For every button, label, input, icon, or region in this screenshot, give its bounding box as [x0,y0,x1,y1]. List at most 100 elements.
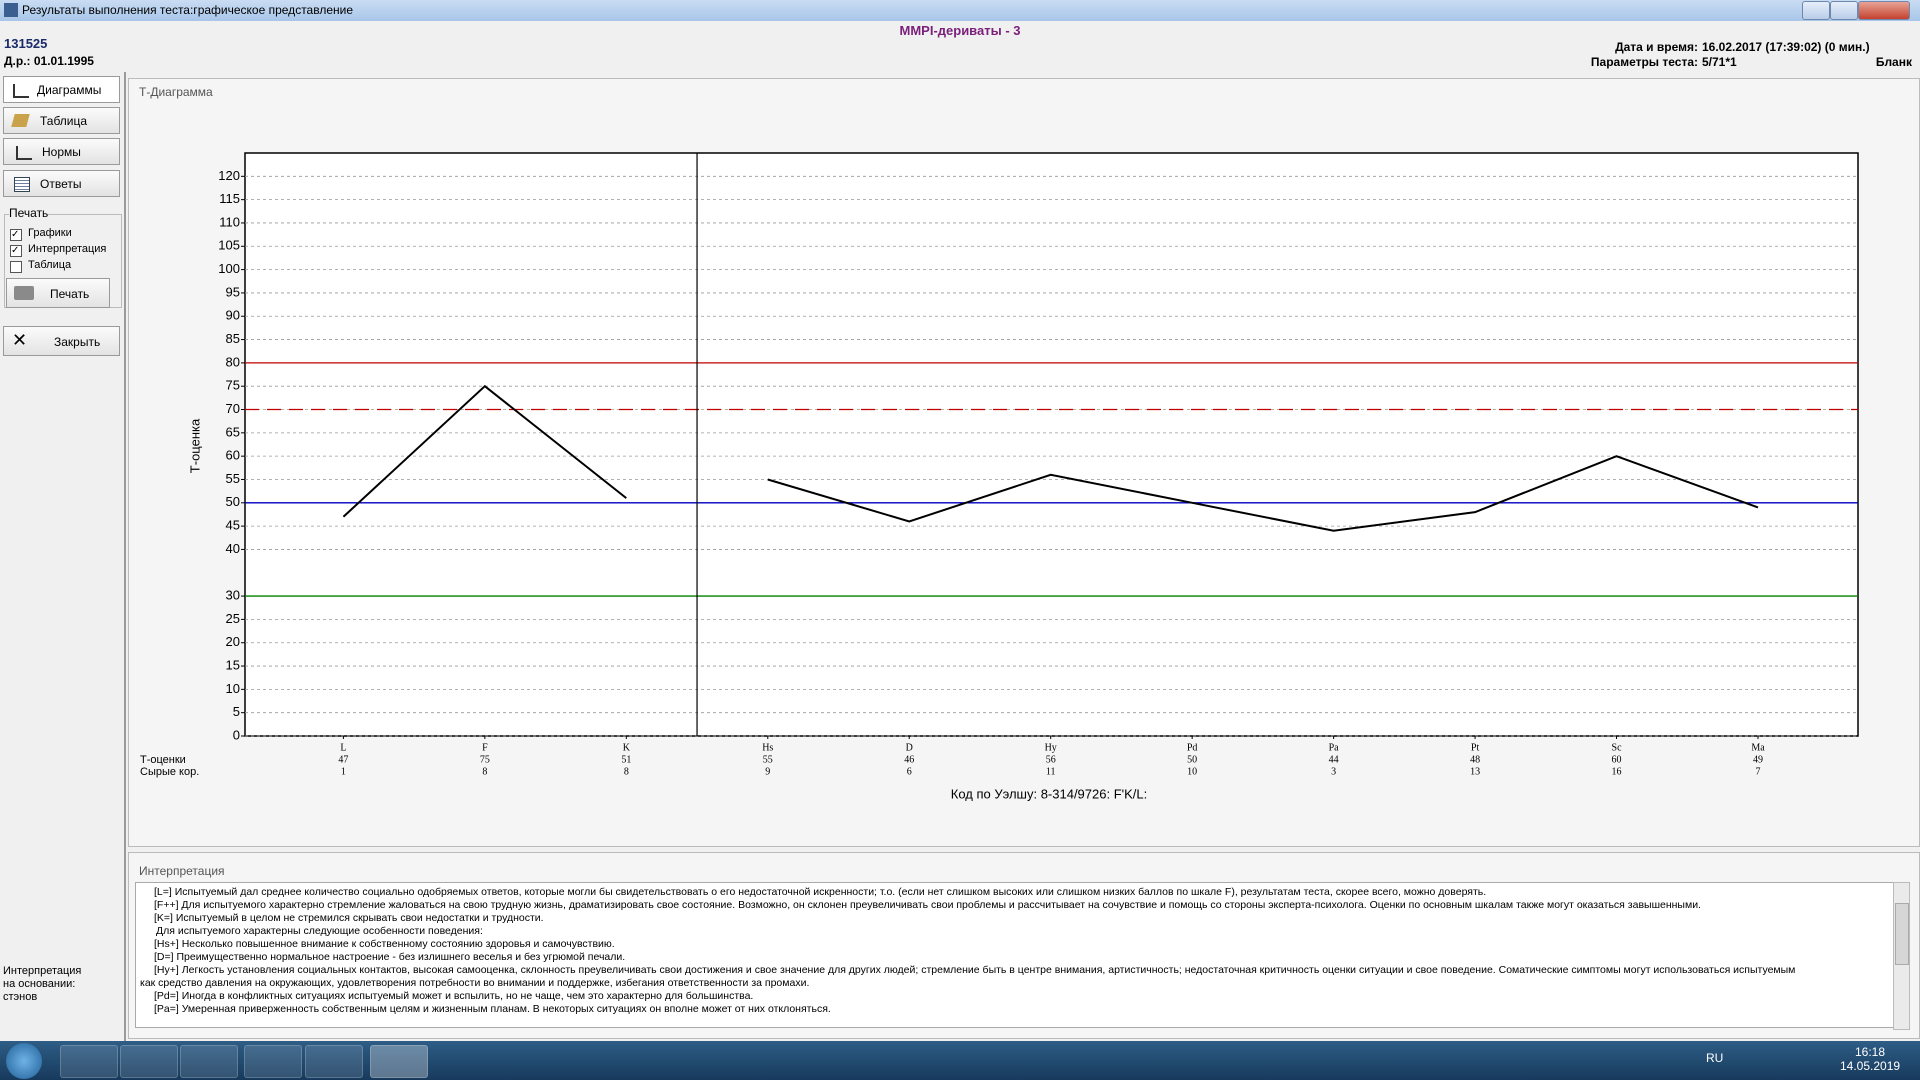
table-button[interactable]: Таблица [3,107,120,134]
checkbox-label: Таблица [28,259,72,271]
x-tick-label: L [340,742,346,753]
y-tick-label: 20 [226,634,240,649]
t-score-label: 50 [1187,754,1197,765]
window-title: Результаты выполнения теста:графическое … [22,3,354,17]
y-tick-label: 60 [226,448,240,463]
button-label: Печать [50,287,90,301]
raw-score-label: 13 [1470,766,1480,777]
y-tick-label: 0 [233,727,240,742]
interpretation-line: [Pa=] Умеренная приверженность собственн… [154,1003,831,1015]
sidebar: Диаграммы Таблица Нормы Ответы Печать ✓ Г… [0,72,126,1041]
chrome-icon[interactable] [244,1045,302,1078]
close-window-button[interactable] [1858,1,1910,20]
test-title: MMPI-дериваты - 3 [899,23,1021,38]
print-button[interactable]: Печать [6,278,110,308]
close-button[interactable]: ✕ Закрыть [3,326,120,356]
scrollbar[interactable] [1893,882,1910,1030]
y-tick-label: 65 [226,424,240,439]
y-tick-label: 85 [226,331,240,346]
y-tick-label: 40 [226,541,240,556]
interpretation-text: [L=] Испытуемый дал среднее количество с… [135,882,1894,1028]
y-tick-label: 70 [226,401,240,416]
t-score-label: 60 [1612,754,1622,765]
title-bar: Результаты выполнения теста:графическое … [0,0,1920,21]
score-line [342,384,627,518]
y-tick-label: 110 [219,214,240,229]
basis-line: Интерпретация [3,965,82,977]
y-tick-label: 50 [226,494,240,509]
t-score-label: 47 [338,754,348,765]
t-score-label: 56 [1046,754,1056,765]
basis-line: стэнов [3,991,38,1003]
norms-button[interactable]: Нормы [3,138,120,165]
params-value: 5/71*1 [1702,55,1737,69]
close-icon: ✕ [12,330,28,350]
t-score-label: 51 [621,754,631,765]
clock[interactable]: 16:18 14.05.2019 [1840,1045,1900,1073]
media-icon[interactable] [180,1045,238,1078]
row-label: Т-оценки [140,754,186,766]
taskbar: RU 16:18 14.05.2019 [0,1041,1920,1080]
ie-icon[interactable] [60,1045,118,1078]
x-tick-label: K [623,742,631,753]
y-tick-label: 115 [219,191,240,206]
t-score-label: 46 [904,754,914,765]
score-line [767,455,1759,532]
plot-area [244,152,1859,737]
t-score-label: 44 [1329,754,1339,765]
raw-score-label: 1 [341,766,346,777]
row-label: Сырые кор. [140,766,199,778]
subject-id: 131525 [4,36,48,51]
raw-score-label: 10 [1187,766,1197,777]
explorer-icon[interactable] [120,1045,178,1078]
interpretation-line: [L=] Испытуемый дал среднее количество с… [154,886,1487,898]
y-tick-label: 95 [226,284,240,299]
t-score-label: 75 [480,754,490,765]
paint-icon[interactable] [305,1045,363,1078]
minimize-button[interactable] [1802,1,1830,20]
form-label: Бланк [1875,55,1912,69]
x-tick-label: Pa [1329,742,1340,753]
raw-score-label: 11 [1046,766,1056,777]
app-taskbar-icon[interactable] [370,1045,428,1078]
y-tick-label: 75 [226,378,240,393]
interpretation-line: [Hs+] Несколько повышенное внимание к со… [154,938,615,950]
y-tick-label: 5 [233,704,240,719]
checkbox-label: Интерпретация [28,243,107,255]
y-tick-label: 10 [226,681,240,696]
basis-note: Интерпретация на основании: стэнов [3,965,81,1004]
button-label: Таблица [40,114,88,128]
y-tick-label: 25 [226,611,240,626]
x-tick-label: F [482,742,488,753]
checkbox[interactable] [10,261,22,273]
maximize-button[interactable] [1830,1,1858,20]
birth-date: Д.р.: 01.01.1995 [4,54,94,68]
date: 14.05.2019 [1840,1059,1901,1073]
checkbox[interactable]: ✓ [10,229,22,241]
time: 16:18 [1854,1045,1886,1059]
interpretation-line: [F++] Для испытуемого характерно стремле… [154,899,1701,911]
x-tick-label: Hs [762,742,773,753]
y-tick-label: 30 [226,588,240,603]
language[interactable]: RU [1706,1051,1724,1065]
interpretation-line: [D=] Преимущественно нормальное настроен… [154,951,626,963]
y-tick-label: 90 [226,308,240,323]
y-axis-label: Т-оценка [187,418,202,473]
basis-line: на основании: [3,978,76,990]
answers-button[interactable]: Ответы [3,170,120,197]
start-button[interactable] [6,1043,42,1079]
t-score-label: 49 [1753,754,1763,765]
t-score-label: 55 [763,754,773,765]
raw-score-label: 8 [624,766,629,777]
y-tick-label: 105 [218,238,240,253]
x-tick-label: Ma [1751,742,1765,753]
panel-title: Интерпретация [139,864,225,878]
raw-score-label: 3 [1331,766,1336,777]
checkbox[interactable]: ✓ [10,245,22,257]
x-tick-label: Hy [1045,742,1057,753]
diagrams-button[interactable]: Диаграммы [3,76,120,103]
x-tick-label: Pd [1187,742,1198,753]
panel-title: Т-Диаграмма [139,85,213,99]
y-tick-label: 80 [226,354,240,369]
